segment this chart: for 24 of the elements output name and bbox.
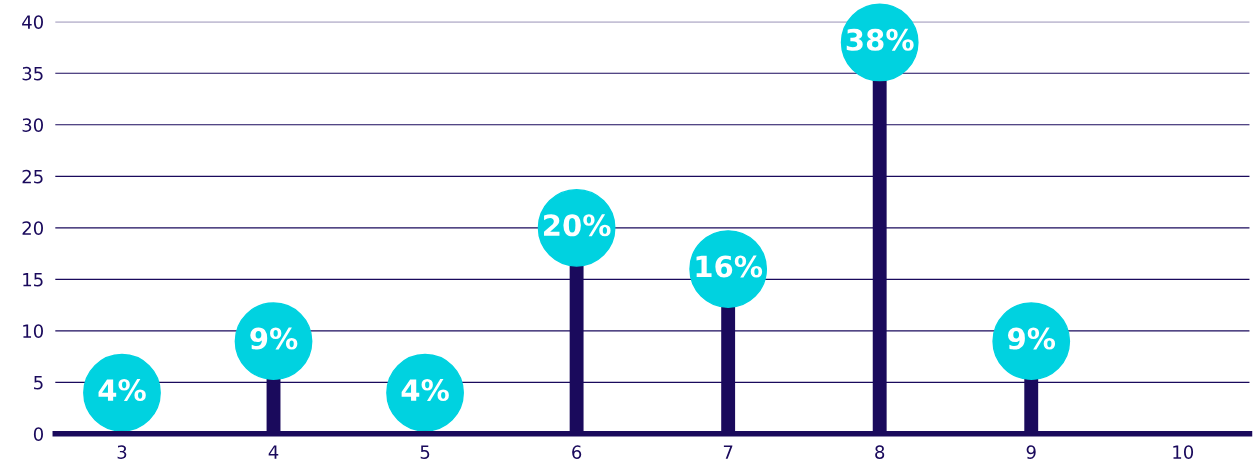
y-tick-label: 25 [22,169,43,184]
x-tick-label: 3 [117,445,127,459]
y-tick-label: 10 [23,324,43,338]
data-label: 38% [846,28,914,51]
y-tick-label: 15 [23,273,43,287]
x-tick-label: 10 [1173,445,1194,459]
data-label: 4% [401,379,449,402]
x-tick-label: 5 [420,445,430,459]
data-label: 9% [1007,327,1056,350]
x-tick-label: 6 [572,445,582,459]
data-label: 4% [98,379,146,402]
y-tick-label: 30 [22,118,43,132]
data-label: 20% [544,214,611,237]
y-tick-label: 35 [22,66,43,81]
y-tick-label: 40 [22,15,43,29]
y-tick-label: 0 [33,427,43,441]
x-tick-label: 4 [268,445,279,459]
y-tick-label: 20 [22,221,43,235]
x-tick-label: 7 [723,445,733,459]
y-tick-label: 5 [34,376,43,390]
x-tick-label: 8 [875,445,885,459]
data-label: 16% [696,255,763,278]
data-label: 9% [250,327,298,350]
x-tick-label: 9 [1026,445,1036,459]
